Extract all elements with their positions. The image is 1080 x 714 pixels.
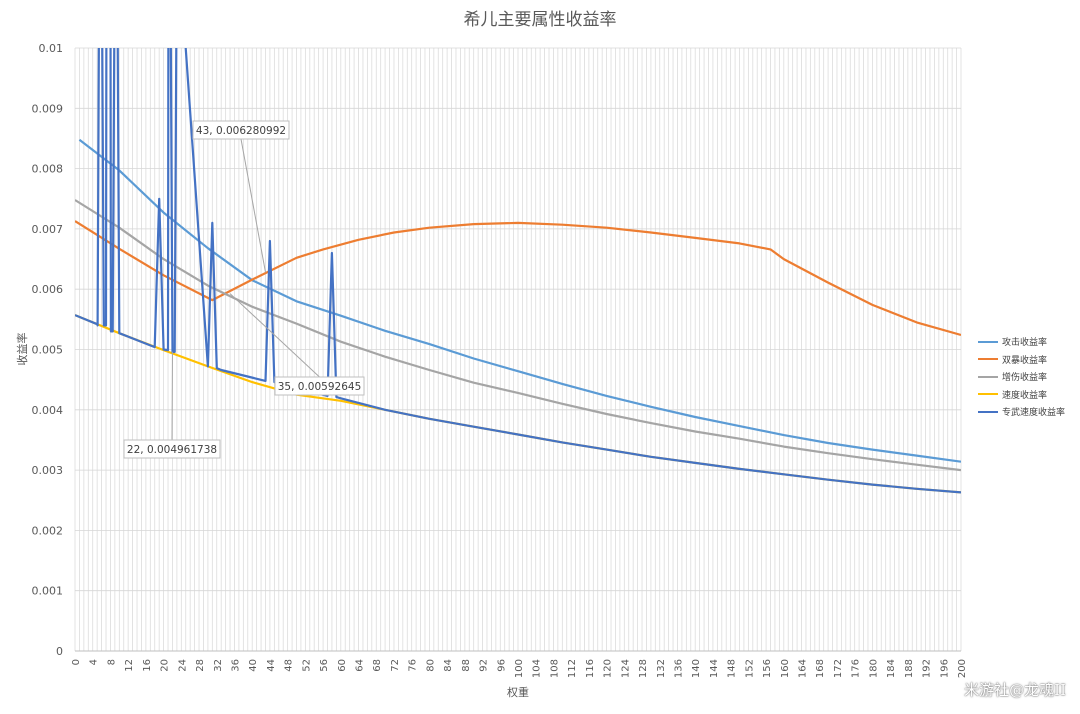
- x-tick-label: 24: [177, 659, 188, 672]
- legend-swatch: [978, 340, 998, 343]
- x-tick-label: 156: [762, 659, 773, 678]
- legend-label: 速度收益率: [1002, 390, 1048, 401]
- x-tick-label: 92: [479, 659, 490, 672]
- legend-swatch: [978, 393, 998, 396]
- x-tick-label: 124: [620, 659, 631, 678]
- x-tick-label: 84: [443, 659, 454, 672]
- x-tick-label: 144: [709, 659, 720, 678]
- legend-label: 增伤收益率: [1002, 373, 1048, 384]
- x-tick-label: 200: [957, 659, 968, 678]
- x-tick-label: 4: [89, 659, 100, 665]
- legend-item: 专武速度收益率: [978, 403, 1078, 421]
- legend-label: 专武速度收益率: [1002, 408, 1066, 419]
- x-tick-label: 164: [798, 659, 809, 678]
- legend-swatch: [978, 358, 998, 361]
- y-tick-label: 0.007: [32, 223, 64, 236]
- y-tick-label: 0: [56, 645, 63, 658]
- legend-label: 攻击收益率: [1002, 338, 1048, 349]
- series-line-0: [78, 138, 961, 463]
- x-tick-label: 88: [461, 659, 472, 672]
- x-tick-label: 64: [355, 659, 366, 672]
- legend: 攻击收益率双暴收益率增伤收益率速度收益率专武速度收益率: [978, 333, 1078, 421]
- axis-layer: 0 0.001 0.002 0.003 0.004 0.005 0.006 0.007 0.00…: [32, 42, 969, 678]
- y-tick-label: 0.01: [39, 42, 64, 55]
- legend-swatch: [978, 410, 998, 413]
- x-tick-label: 148: [727, 659, 738, 678]
- x-tick-label: 108: [549, 659, 560, 678]
- x-axis-label: 权重: [507, 685, 529, 699]
- legend-item: 速度收益率: [978, 386, 1078, 404]
- legend-swatch: [978, 375, 998, 378]
- legend-item: 增伤收益率: [978, 368, 1078, 386]
- y-tick-label: 0.002: [32, 524, 64, 537]
- x-tick-label: 12: [124, 659, 135, 672]
- x-tick-label: 176: [851, 659, 862, 678]
- x-tick-label: 160: [780, 659, 791, 678]
- watermark: 米游社@龙魂II: [964, 681, 1066, 699]
- x-tick-label: 72: [390, 659, 401, 672]
- x-tick-label: 80: [425, 659, 436, 672]
- x-tick-label: 68: [372, 659, 383, 672]
- y-tick-label: 0.005: [32, 344, 64, 357]
- legend-label: 双暴收益率: [1002, 355, 1048, 366]
- y-tick-label: 0.008: [32, 163, 64, 176]
- annotation-label: 22, 0.004961738: [127, 444, 217, 456]
- x-tick-label: 52: [301, 659, 312, 672]
- annotation-box: [274, 376, 365, 396]
- x-tick-label: 32: [213, 659, 224, 672]
- y-tick-label: 0.001: [32, 585, 64, 598]
- annotation-layer: 43, 0.006280992 35, 0.00592645 22, 0.00496…: [123, 120, 365, 459]
- legend-item: 双暴收益率: [978, 351, 1078, 369]
- x-tick-label: 112: [567, 659, 578, 678]
- y-tick-label: 0.009: [32, 102, 64, 115]
- x-tick-label: 100: [514, 659, 525, 678]
- x-tick-label: 76: [408, 659, 419, 672]
- grid-layer: [74, 47, 962, 652]
- y-tick-label: 0.003: [32, 464, 64, 477]
- annotation-label: 35, 0.00592645: [278, 381, 362, 393]
- series-line-4: [75, 48, 961, 494]
- x-tick-label: 28: [195, 659, 206, 672]
- x-tick-label: 8: [106, 659, 117, 665]
- x-tick-label: 140: [691, 659, 702, 678]
- x-tick-label: 116: [585, 659, 596, 678]
- x-tick-label: 120: [603, 659, 614, 678]
- x-tick-label: 128: [638, 659, 649, 678]
- series-layer: [75, 48, 961, 494]
- x-tick-label: 168: [815, 659, 826, 678]
- x-tick-label: 20: [160, 659, 171, 672]
- x-tick-label: 196: [939, 659, 950, 678]
- x-tick-label: 56: [319, 659, 330, 672]
- y-axis-label: 收益率: [15, 333, 29, 366]
- x-tick-label: 40: [248, 659, 259, 672]
- x-tick-label: 36: [230, 659, 241, 672]
- x-tick-label: 96: [496, 659, 507, 672]
- y-tick-label: 0.006: [32, 283, 64, 296]
- annotation-box: [192, 120, 290, 140]
- x-tick-label: 136: [673, 659, 684, 678]
- x-tick-label: 44: [266, 659, 277, 672]
- x-tick-label: 132: [656, 659, 667, 678]
- annotation-leader: [229, 293, 320, 378]
- x-tick-label: 172: [833, 659, 844, 678]
- x-tick-label: 16: [142, 659, 153, 672]
- x-tick-label: 152: [744, 659, 755, 678]
- x-tick-label: 192: [922, 659, 933, 678]
- legend-item: 攻击收益率: [978, 333, 1078, 351]
- x-tick-label: 184: [886, 659, 897, 678]
- chart-title: 希儿主要属性收益率: [464, 10, 617, 30]
- series-line-1: [75, 220, 961, 337]
- x-tick-label: 188: [904, 659, 915, 678]
- series-line-2: [75, 199, 961, 472]
- x-tick-label: 48: [284, 659, 295, 672]
- x-tick-label: 60: [337, 659, 348, 672]
- y-tick-label: 0.004: [32, 404, 64, 417]
- annotation-label: 43, 0.006280992: [196, 125, 286, 137]
- annotation-box: [123, 439, 221, 459]
- annotation-leader: [240, 138, 266, 273]
- x-tick-label: 0: [71, 659, 82, 665]
- x-tick-label: 180: [868, 659, 879, 678]
- x-tick-label: 104: [532, 659, 543, 678]
